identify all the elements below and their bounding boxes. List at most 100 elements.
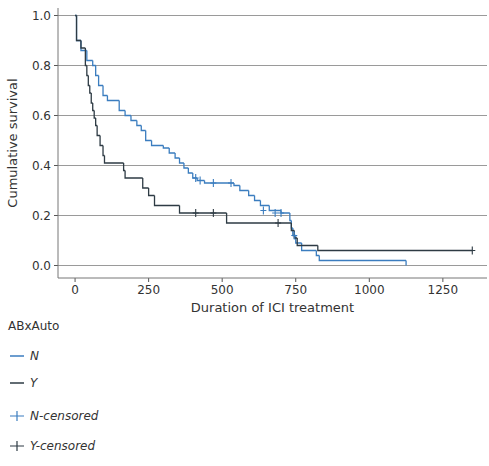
chart: 0.00.20.40.60.81.0025050075010001250Dura… [0,0,489,466]
x-tick-label: 0 [71,283,79,297]
step-segment [297,238,318,246]
legend-swatch [10,441,24,451]
step-segment [91,93,92,103]
censor-mark [210,179,216,187]
censor-mark [210,209,216,217]
x-tick-label: 1000 [354,283,385,297]
legend-label: N [30,349,39,363]
legend-swatch [10,382,24,384]
legend-swatch [10,355,24,357]
step-segment [234,183,240,186]
legend-title: ABxAuto [8,319,59,333]
step-segment [163,146,169,149]
step-segment [137,121,141,126]
step-segment [152,141,164,146]
grid-line [58,65,487,66]
x-tick [442,278,443,282]
step-segment [249,191,255,196]
x-tick [148,278,149,282]
step-segment [81,41,85,49]
step-segment [240,186,249,191]
step-segment [260,201,269,206]
censor-mark [278,209,284,217]
step-segment [104,156,123,164]
censor-mark [469,247,475,255]
grid-line [58,115,487,116]
step-segment [107,96,119,101]
step-segment [94,111,95,119]
censor-mark [228,179,234,187]
step-segment [96,118,97,126]
step-segment [149,188,155,196]
y-tick-label: 0.0 [32,259,51,273]
step-segment [90,86,91,94]
x-tick-label: 250 [137,283,160,297]
step-segment [290,213,291,221]
step-segment [155,196,180,206]
censor-mark [193,209,199,217]
y-tick [54,165,58,166]
y-tick [54,265,58,266]
step-segment [169,148,175,153]
step-segment [141,126,145,131]
step-segment [77,16,81,41]
y-tick [54,215,58,216]
step-segment [131,116,137,121]
legend-label: N-censored [30,409,99,423]
x-tick [369,278,370,282]
step-segment [124,163,125,171]
grid-line [58,165,487,166]
step-segment [180,206,227,214]
step-segment [87,66,88,76]
step-segment [255,196,261,201]
step-segment [291,223,294,231]
censor-mark [291,232,297,240]
step-segment [175,153,179,158]
x-tick [295,278,296,282]
y-tick [54,15,58,16]
step-segment [125,171,143,179]
y-tick [54,115,58,116]
censor-mark [260,207,266,215]
x-axis [58,278,487,279]
step-segment [100,136,103,146]
step-segment [193,173,197,178]
step-segment [143,178,149,188]
step-segment [93,61,96,66]
step-segment [96,66,99,76]
x-tick-label: 1250 [428,283,459,297]
step-segment [93,103,94,111]
step-segment [318,246,472,251]
y-tick-label: 0.8 [32,59,51,73]
step-segment [97,126,100,136]
grid-line [58,215,487,216]
step-segment [316,251,319,256]
plot-area [75,16,475,266]
legend-swatch [10,411,24,421]
y-axis [58,8,59,278]
y-tick-label: 1.0 [32,9,51,23]
y-tick-label: 0.2 [32,209,51,223]
legend-label: Y-censored [30,439,96,453]
step-segment [87,51,93,61]
step-segment [188,168,192,173]
x-tick [75,278,76,282]
step-segment [302,243,317,251]
grid-line [58,15,487,16]
censor-mark [272,209,278,217]
x-tick-label: 500 [211,283,234,297]
y-axis-label: Cumulative survival [5,78,20,207]
step-segment [99,76,103,86]
step-segment [184,163,188,168]
grid-line [58,265,487,266]
x-axis-label: Duration of ICI treatment [191,300,354,315]
step-segment [103,86,107,96]
step-segment [77,16,81,41]
y-tick [54,65,58,66]
step-segment [119,101,125,111]
step-segment [85,48,86,66]
step-segment [125,111,131,116]
step-segment [319,256,406,261]
step-segment [405,261,406,266]
step-segment [88,76,89,86]
